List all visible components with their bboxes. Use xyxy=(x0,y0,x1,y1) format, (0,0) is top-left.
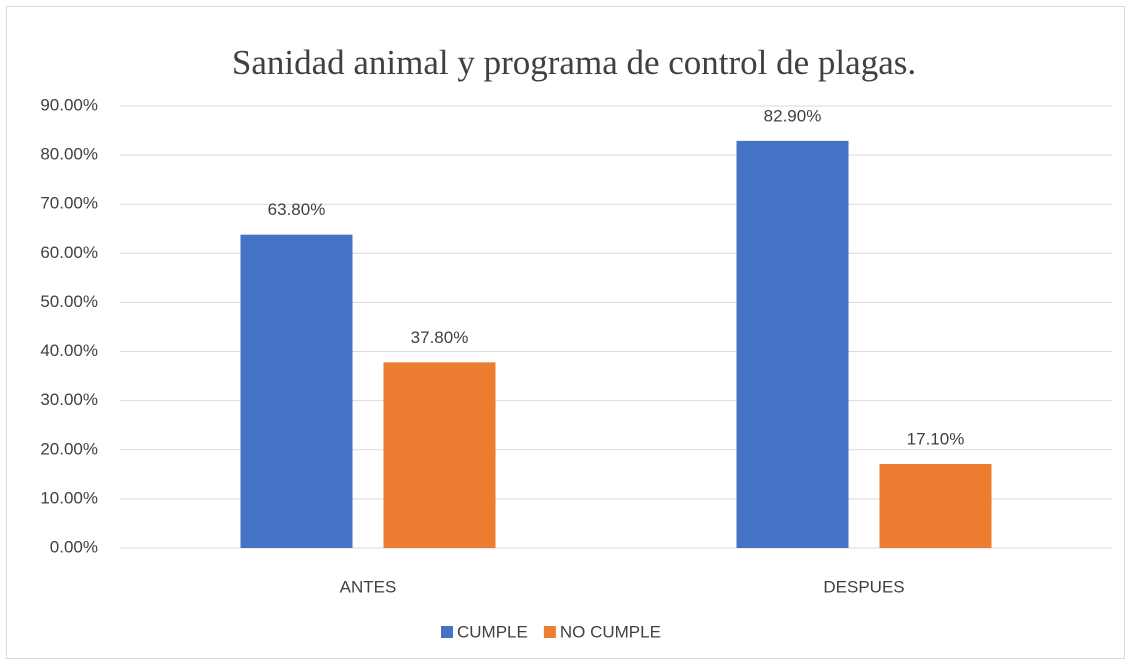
chart-border xyxy=(6,6,1125,659)
legend-label: CUMPLE xyxy=(457,622,528,641)
chart-title: Sanidad animal y programa de control de … xyxy=(232,43,916,82)
y-tick-label: 40.00% xyxy=(40,341,98,360)
bar xyxy=(240,234,353,548)
x-tick-label: ANTES xyxy=(340,577,397,596)
data-label: 17.10% xyxy=(907,430,965,449)
x-tick-label: DESPUES xyxy=(823,577,904,596)
y-tick-label: 90.00% xyxy=(40,95,98,114)
bar xyxy=(736,140,849,548)
y-tick-label: 80.00% xyxy=(40,145,98,164)
legend-swatch xyxy=(441,626,453,638)
y-tick-label: 20.00% xyxy=(40,439,98,458)
data-label: 63.80% xyxy=(268,200,326,219)
bar xyxy=(879,464,992,548)
bar xyxy=(383,362,496,548)
data-label: 82.90% xyxy=(764,106,822,125)
y-tick-label: 30.00% xyxy=(40,390,98,409)
y-tick-label: 50.00% xyxy=(40,292,98,311)
y-tick-label: 60.00% xyxy=(40,243,98,262)
data-label: 37.80% xyxy=(411,328,469,347)
y-tick-label: 0.00% xyxy=(50,537,98,556)
legend-swatch xyxy=(543,626,556,638)
legend-label: NO CUMPLE xyxy=(560,622,661,641)
y-tick-label: 70.00% xyxy=(40,194,98,213)
y-tick-label: 10.00% xyxy=(40,488,98,507)
